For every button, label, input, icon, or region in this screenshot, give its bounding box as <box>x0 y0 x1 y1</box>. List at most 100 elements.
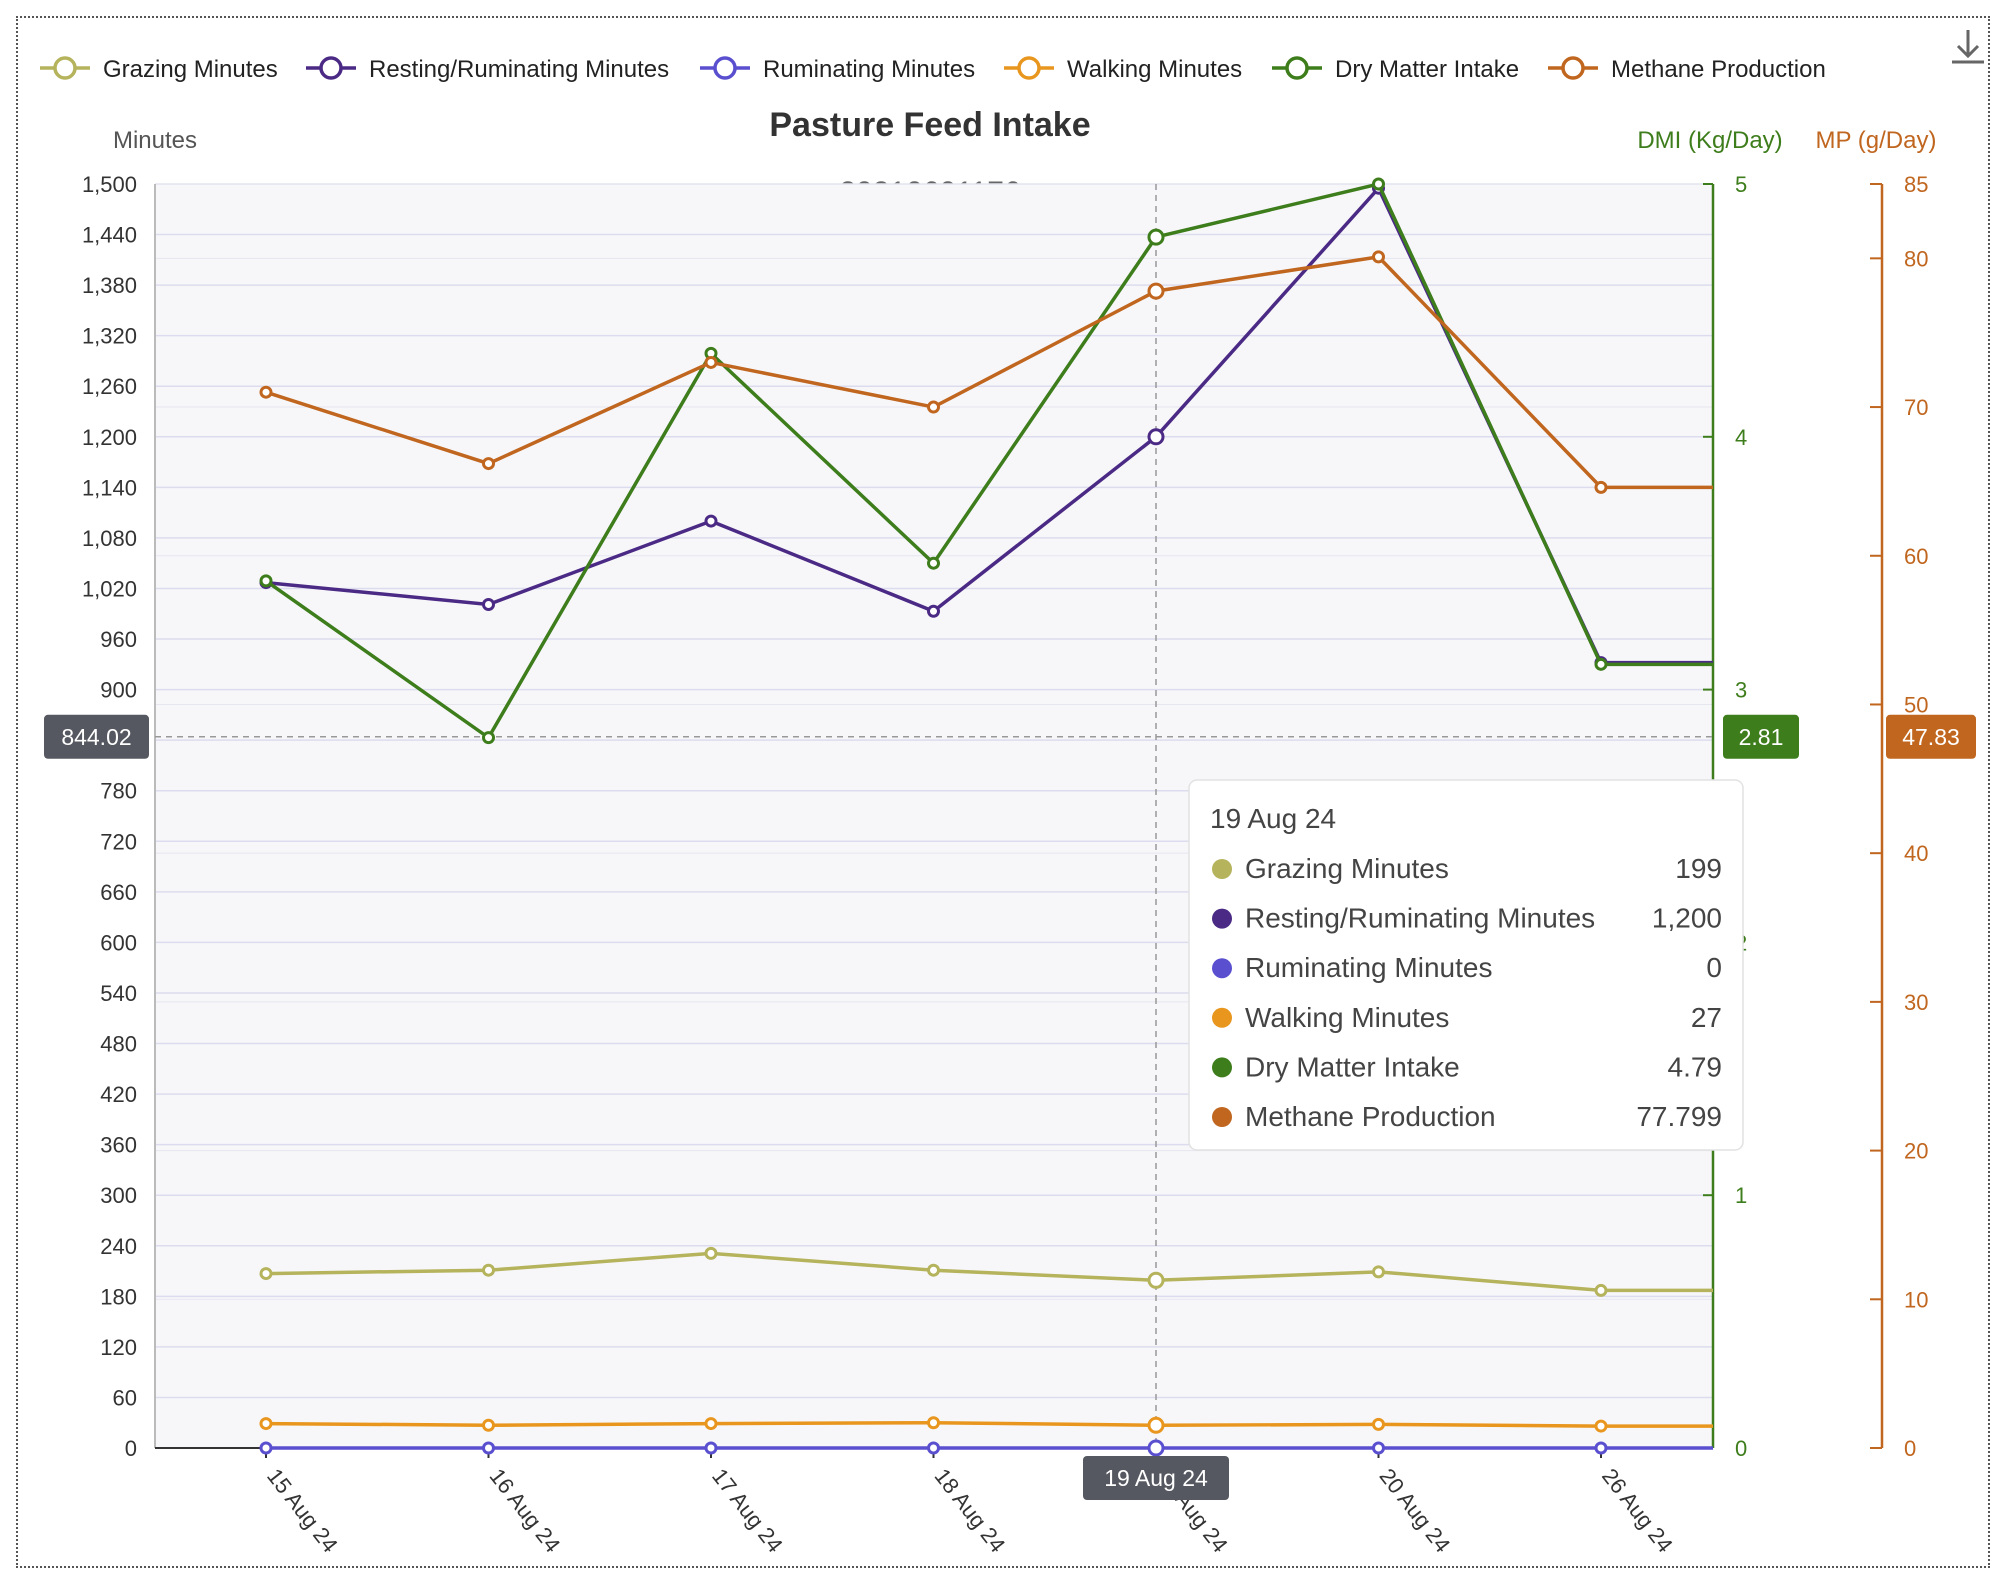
crosshair-mp-label: 47.83 <box>1886 714 1976 759</box>
data-point[interactable] <box>927 1416 940 1430</box>
tooltip-series-name: Walking Minutes <box>1245 1002 1449 1033</box>
series-line <box>265 254 1713 490</box>
data-point[interactable] <box>1594 480 1608 494</box>
data-point[interactable] <box>1372 1265 1385 1279</box>
legend-item[interactable]: Resting/Ruminating Minutes <box>306 56 669 83</box>
data-point[interactable] <box>1147 1416 1165 1434</box>
left-tick-label: 1,380 <box>82 273 137 298</box>
data-point[interactable] <box>927 604 940 618</box>
data-point[interactable] <box>927 556 940 570</box>
crosshair-x-label: 19 Aug 24 <box>1083 1456 1229 1500</box>
data-point[interactable] <box>482 1263 495 1277</box>
data-point[interactable] <box>704 514 718 528</box>
chart-frame <box>16 16 1990 1568</box>
data-point[interactable] <box>1594 1419 1608 1433</box>
data-point[interactable] <box>259 385 273 399</box>
data-point[interactable] <box>927 1263 940 1277</box>
data-point[interactable] <box>1147 1439 1165 1457</box>
crosshair-left-label: 844.02 <box>44 714 149 759</box>
data-point[interactable] <box>259 1267 273 1281</box>
legend-item[interactable]: Grazing Minutes <box>40 56 278 83</box>
data-point[interactable] <box>259 574 273 588</box>
tooltip-series-name: Methane Production <box>1245 1101 1496 1132</box>
left-tick-label: 120 <box>100 1335 137 1360</box>
data-point[interactable] <box>1147 428 1165 446</box>
legend-item[interactable]: Walking Minutes <box>1004 56 1242 83</box>
tooltip-color-dot <box>1212 1007 1232 1028</box>
tooltip-series-value: 1,200 <box>1652 903 1722 934</box>
tooltip-series-value: 199 <box>1675 853 1722 884</box>
legend-label: Grazing Minutes <box>103 56 278 83</box>
data-point[interactable] <box>1594 1283 1608 1297</box>
legend-item[interactable]: Methane Production <box>1548 56 1826 83</box>
tooltip-series-value: 4.79 <box>1668 1051 1723 1082</box>
left-tick-label: 540 <box>100 981 137 1006</box>
left-tick-label: 960 <box>100 627 137 652</box>
legend-label: Walking Minutes <box>1067 56 1242 83</box>
series-line <box>264 181 1713 741</box>
dmi-tick-label: 4 <box>1735 425 1747 450</box>
left-tick-label: 480 <box>100 1032 137 1057</box>
legend-item[interactable]: Ruminating Minutes <box>700 56 975 83</box>
crosshair-x-label-bg <box>1083 1456 1229 1500</box>
dmi-tick-label: 1 <box>1735 1183 1747 1208</box>
data-point[interactable] <box>1372 177 1385 191</box>
data-point[interactable] <box>1147 1271 1165 1289</box>
data-point[interactable] <box>259 1441 273 1455</box>
dmi-axis-label: DMI (Kg/Day) <box>1637 127 1782 154</box>
crosshair-dmi-label-bg <box>1723 714 1799 759</box>
mp-tick-label: 60 <box>1904 544 1928 569</box>
dmi-tick-label: 3 <box>1735 678 1747 703</box>
data-point[interactable] <box>482 1441 495 1455</box>
data-point[interactable] <box>482 457 495 471</box>
left-tick-label: 180 <box>100 1284 137 1309</box>
dmi-tick-label: 0 <box>1735 1436 1747 1461</box>
tooltip: 19 Aug 24 Grazing Minutes 199 Resting/Rumin… <box>1188 779 1744 1151</box>
data-point[interactable] <box>1594 1441 1608 1455</box>
x-tick-label: 26 Aug 24 <box>1597 1464 1678 1557</box>
mp-axis-label: MP (g/Day) <box>1816 127 1937 154</box>
tooltip-series-name: Ruminating Minutes <box>1245 952 1492 983</box>
data-point[interactable] <box>259 1417 273 1431</box>
data-point[interactable] <box>1372 250 1385 264</box>
series-line <box>265 1420 1713 1428</box>
data-point[interactable] <box>482 597 495 611</box>
left-tick-label: 1,080 <box>82 526 137 551</box>
legend-label: Methane Production <box>1611 56 1826 83</box>
tooltip-series-name: Resting/Ruminating Minutes <box>1245 903 1595 934</box>
legend-marker <box>1017 56 1041 80</box>
mp-tick-label: 30 <box>1904 990 1928 1015</box>
left-tick-label: 420 <box>100 1082 137 1107</box>
data-point[interactable] <box>704 1441 718 1455</box>
x-tick-label: 18 Aug 24 <box>930 1464 1011 1557</box>
data-point[interactable] <box>1594 657 1608 671</box>
data-point[interactable] <box>1147 282 1165 300</box>
data-point[interactable] <box>482 1418 495 1432</box>
data-point[interactable] <box>704 1246 718 1260</box>
data-point[interactable] <box>704 355 718 369</box>
crosshair-left-label-bg <box>44 714 149 759</box>
data-point[interactable] <box>1372 1441 1385 1455</box>
data-point[interactable] <box>482 731 495 745</box>
legend: Grazing Minutes Resting/Ruminating Minute… <box>40 56 1826 83</box>
left-tick-label: 720 <box>100 829 137 854</box>
left-tick-label: 1,020 <box>82 576 137 601</box>
left-tick-label: 660 <box>100 880 137 905</box>
data-point[interactable] <box>1147 228 1165 246</box>
crosshair-dmi-label-text: 2.81 <box>1739 724 1784 750</box>
crosshair-dmi-label: 2.81 <box>1723 714 1799 759</box>
x-tick-label: 16 Aug 24 <box>485 1464 566 1557</box>
mp-tick-label: 70 <box>1904 395 1928 420</box>
mp-tick-label: 20 <box>1904 1139 1928 1164</box>
download-icon[interactable] <box>1952 30 1984 64</box>
data-point[interactable] <box>704 1417 718 1431</box>
data-point[interactable] <box>927 400 940 414</box>
crosshair-mp-label-bg <box>1886 714 1976 759</box>
legend-label: Ruminating Minutes <box>763 56 975 83</box>
left-tick-label: 360 <box>100 1133 137 1158</box>
tooltip-series-name: Dry Matter Intake <box>1245 1051 1460 1082</box>
data-point[interactable] <box>1372 1417 1385 1431</box>
crosshair-x-label-text: 19 Aug 24 <box>1104 1465 1208 1491</box>
data-point[interactable] <box>927 1441 940 1455</box>
legend-item[interactable]: Dry Matter Intake <box>1272 56 1519 83</box>
